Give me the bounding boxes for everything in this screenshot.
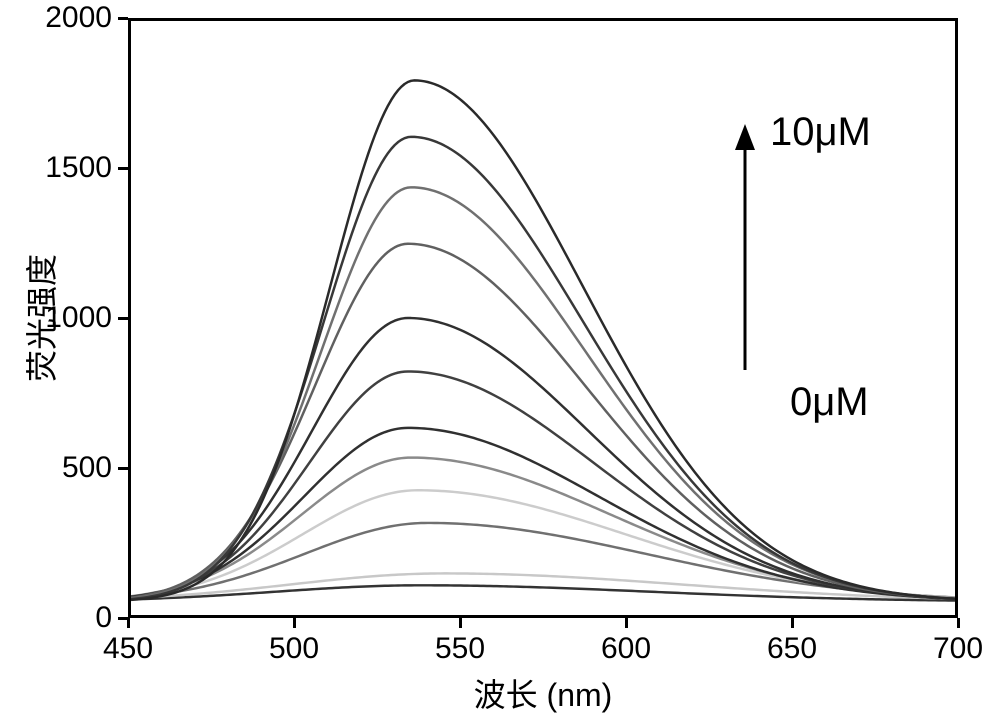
x-tick <box>459 618 462 628</box>
x-tick-label: 600 <box>601 632 651 666</box>
y-tick <box>118 17 128 20</box>
x-tick <box>957 618 960 628</box>
y-tick-label: 2000 <box>45 1 112 35</box>
annotation-text: 0μM <box>790 380 869 425</box>
y-tick-label: 1000 <box>45 301 112 335</box>
x-tick-label: 550 <box>435 632 485 666</box>
x-tick-label: 700 <box>933 632 983 666</box>
x-tick <box>293 618 296 628</box>
y-tick <box>118 167 128 170</box>
x-axis-label: 波长 (nm) <box>474 670 613 716</box>
arrow-up-icon <box>731 124 759 370</box>
plot-area <box>128 18 958 618</box>
x-tick <box>127 618 130 628</box>
x-tick-label: 450 <box>103 632 153 666</box>
y-tick-label: 1500 <box>45 151 112 185</box>
y-tick-label: 500 <box>62 451 112 485</box>
figure: 荧光强度 波长 (nm) 450500550600650700050010001… <box>0 0 1000 712</box>
series-line <box>131 137 955 599</box>
x-tick <box>625 618 628 628</box>
y-tick-label: 0 <box>95 601 112 635</box>
x-tick-label: 650 <box>767 632 817 666</box>
x-tick-label: 500 <box>269 632 319 666</box>
y-tick <box>118 467 128 470</box>
x-tick <box>791 618 794 628</box>
y-tick <box>118 617 128 620</box>
series-line <box>131 80 955 599</box>
series-line <box>131 318 955 599</box>
y-tick <box>118 317 128 320</box>
annotation-text: 10μM <box>770 110 871 155</box>
